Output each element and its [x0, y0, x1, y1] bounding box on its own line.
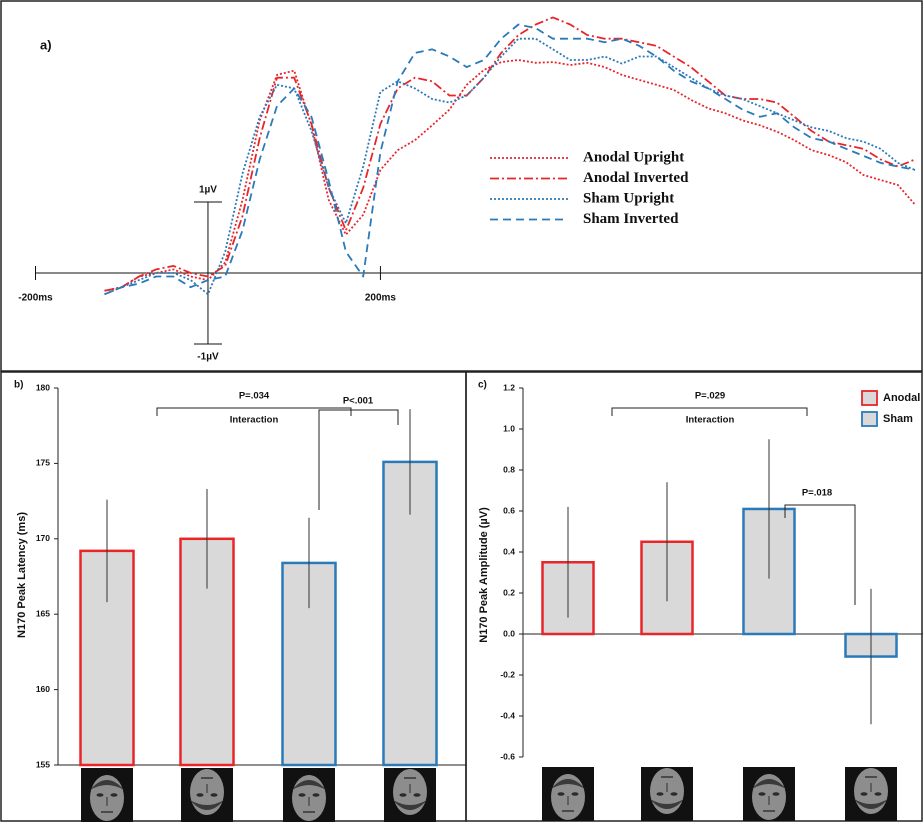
y-tick-label: 170 [36, 533, 50, 543]
annotation: P=.034 [239, 391, 270, 402]
y-tick-label: 0.8 [503, 464, 515, 474]
legend-label: Anodal [883, 392, 920, 404]
legend-label: Anodal Inverted [583, 170, 689, 186]
eye [210, 793, 218, 797]
annotation: P=.029 [695, 391, 725, 402]
y-tick-label: 1µV [199, 185, 217, 196]
hair [90, 780, 124, 790]
panel-label: a) [40, 37, 52, 52]
eye [399, 793, 407, 797]
annotation: Interaction [230, 415, 279, 426]
hair [393, 800, 427, 810]
face-image [181, 768, 233, 822]
face-image [384, 768, 436, 822]
y-axis-title: N170 Peak Latency (ms) [16, 512, 28, 638]
face-image [845, 767, 897, 821]
y-tick-label: -0.4 [500, 710, 515, 720]
y-axis-title: N170 Peak Amplitude (µV) [478, 507, 490, 643]
hair [551, 779, 585, 789]
significance-bracket [318, 409, 399, 510]
y-tick-label: -1µV [197, 352, 219, 363]
face-image [743, 767, 795, 821]
eye [571, 792, 579, 796]
eye [772, 792, 780, 796]
hair [190, 800, 224, 810]
face-image [641, 767, 693, 821]
annotation: Interaction [686, 415, 735, 426]
eye [312, 793, 320, 797]
y-tick-label: 1.2 [503, 382, 515, 392]
panel-label: c) [478, 380, 487, 391]
y-tick-label: 0.0 [503, 628, 515, 638]
erp-line [104, 23, 916, 296]
eye [413, 793, 421, 797]
panel-a-border [0, 0, 923, 372]
x-tick-label: 200ms [365, 293, 397, 304]
panel-c-border [465, 371, 923, 822]
legend-swatch [861, 390, 878, 406]
eye [860, 792, 868, 796]
face-image [81, 768, 133, 822]
eye [110, 793, 118, 797]
eye [557, 792, 565, 796]
eye [874, 792, 882, 796]
eye [758, 792, 766, 796]
legend-label: Sham Inverted [583, 211, 679, 227]
y-tick-label: 180 [36, 382, 50, 392]
bar [79, 549, 135, 767]
annotation: P<.001 [343, 396, 374, 407]
significance-bracket [611, 407, 808, 416]
legend-label: Sham [883, 413, 913, 425]
y-tick-label: 165 [36, 608, 50, 618]
hair [752, 779, 786, 789]
significance-bracket [784, 504, 856, 605]
face-image [283, 768, 335, 822]
y-tick-label: 0.4 [503, 546, 515, 556]
eye [298, 793, 306, 797]
y-tick-label: 0.6 [503, 505, 515, 515]
x-tick-label: -200ms [18, 293, 53, 304]
y-tick-label: 155 [36, 759, 50, 769]
y-tick-label: 160 [36, 684, 50, 694]
legend-label: Sham Upright [583, 190, 674, 206]
y-tick-label: -0.2 [500, 669, 515, 679]
hair [292, 780, 326, 790]
eye [196, 793, 204, 797]
y-tick-label: 0.2 [503, 587, 515, 597]
legend-label: Anodal Upright [583, 149, 684, 165]
panel-label: b) [14, 380, 23, 391]
y-tick-label: -0.6 [500, 751, 515, 761]
eye [670, 792, 678, 796]
face-image [542, 767, 594, 821]
annotation: P=.018 [802, 488, 832, 499]
hair [854, 799, 888, 809]
eye [656, 792, 664, 796]
hair [650, 799, 684, 809]
y-tick-label: 175 [36, 458, 50, 468]
eye [96, 793, 104, 797]
erp-line [104, 59, 916, 292]
erp-line [104, 16, 916, 292]
y-tick-label: 1.0 [503, 423, 515, 433]
legend-swatch [861, 411, 878, 427]
significance-bracket [156, 407, 352, 416]
